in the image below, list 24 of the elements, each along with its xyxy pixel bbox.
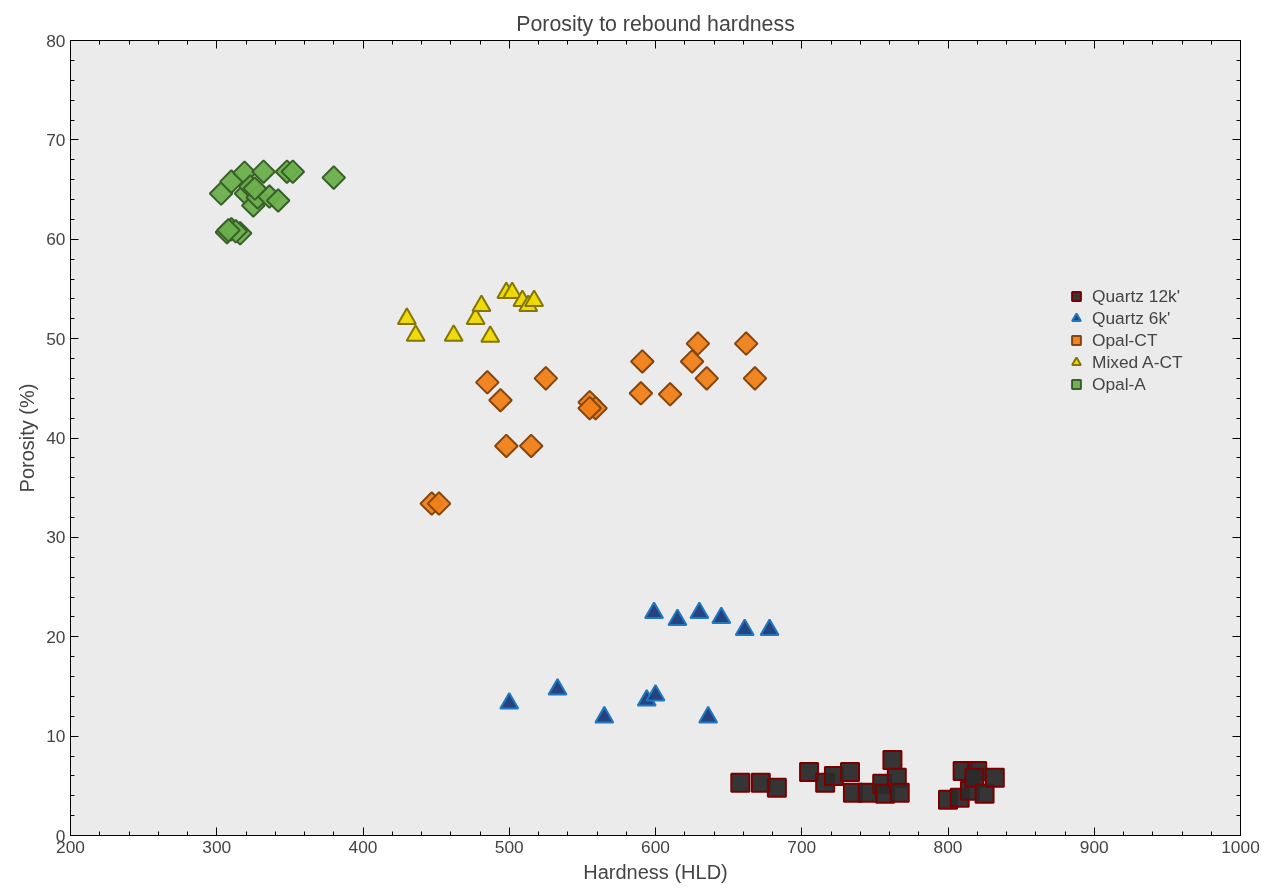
legend-label: Opal-A (1092, 373, 1146, 395)
y-tick-label: 10 (46, 726, 66, 747)
y-tick-label: 50 (46, 328, 66, 349)
y-tick-label: 70 (46, 129, 66, 150)
x-tick-label: 300 (202, 836, 232, 857)
x-tick-label: 600 (641, 836, 670, 857)
y-tick-label: 40 (46, 428, 66, 448)
x-tick-label: 500 (494, 836, 524, 857)
x-tick-label: 1000 (1221, 836, 1260, 857)
legend-label: Quartz 12k' (1092, 285, 1181, 307)
y-tick-label: 60 (46, 229, 66, 250)
x-tick-label: 700 (787, 836, 817, 857)
x-tick-label: 400 (348, 836, 378, 857)
x-tick-label: 900 (1079, 836, 1109, 857)
x-tick-label: 800 (933, 836, 963, 857)
x-axis-title: Hardness (HLD) (583, 860, 728, 883)
chart-title: Porosity to rebound hardness (516, 11, 795, 36)
legend-label: Quartz 6k' (1092, 307, 1171, 329)
legend-label: Opal-CT (1092, 329, 1158, 351)
legend-label: Mixed A-CT (1092, 351, 1183, 373)
y-tick-label: 80 (46, 30, 66, 51)
y-tick-label: 30 (46, 527, 66, 548)
y-tick-label: 20 (46, 626, 66, 647)
y-axis-title: Porosity (%) (16, 383, 39, 493)
